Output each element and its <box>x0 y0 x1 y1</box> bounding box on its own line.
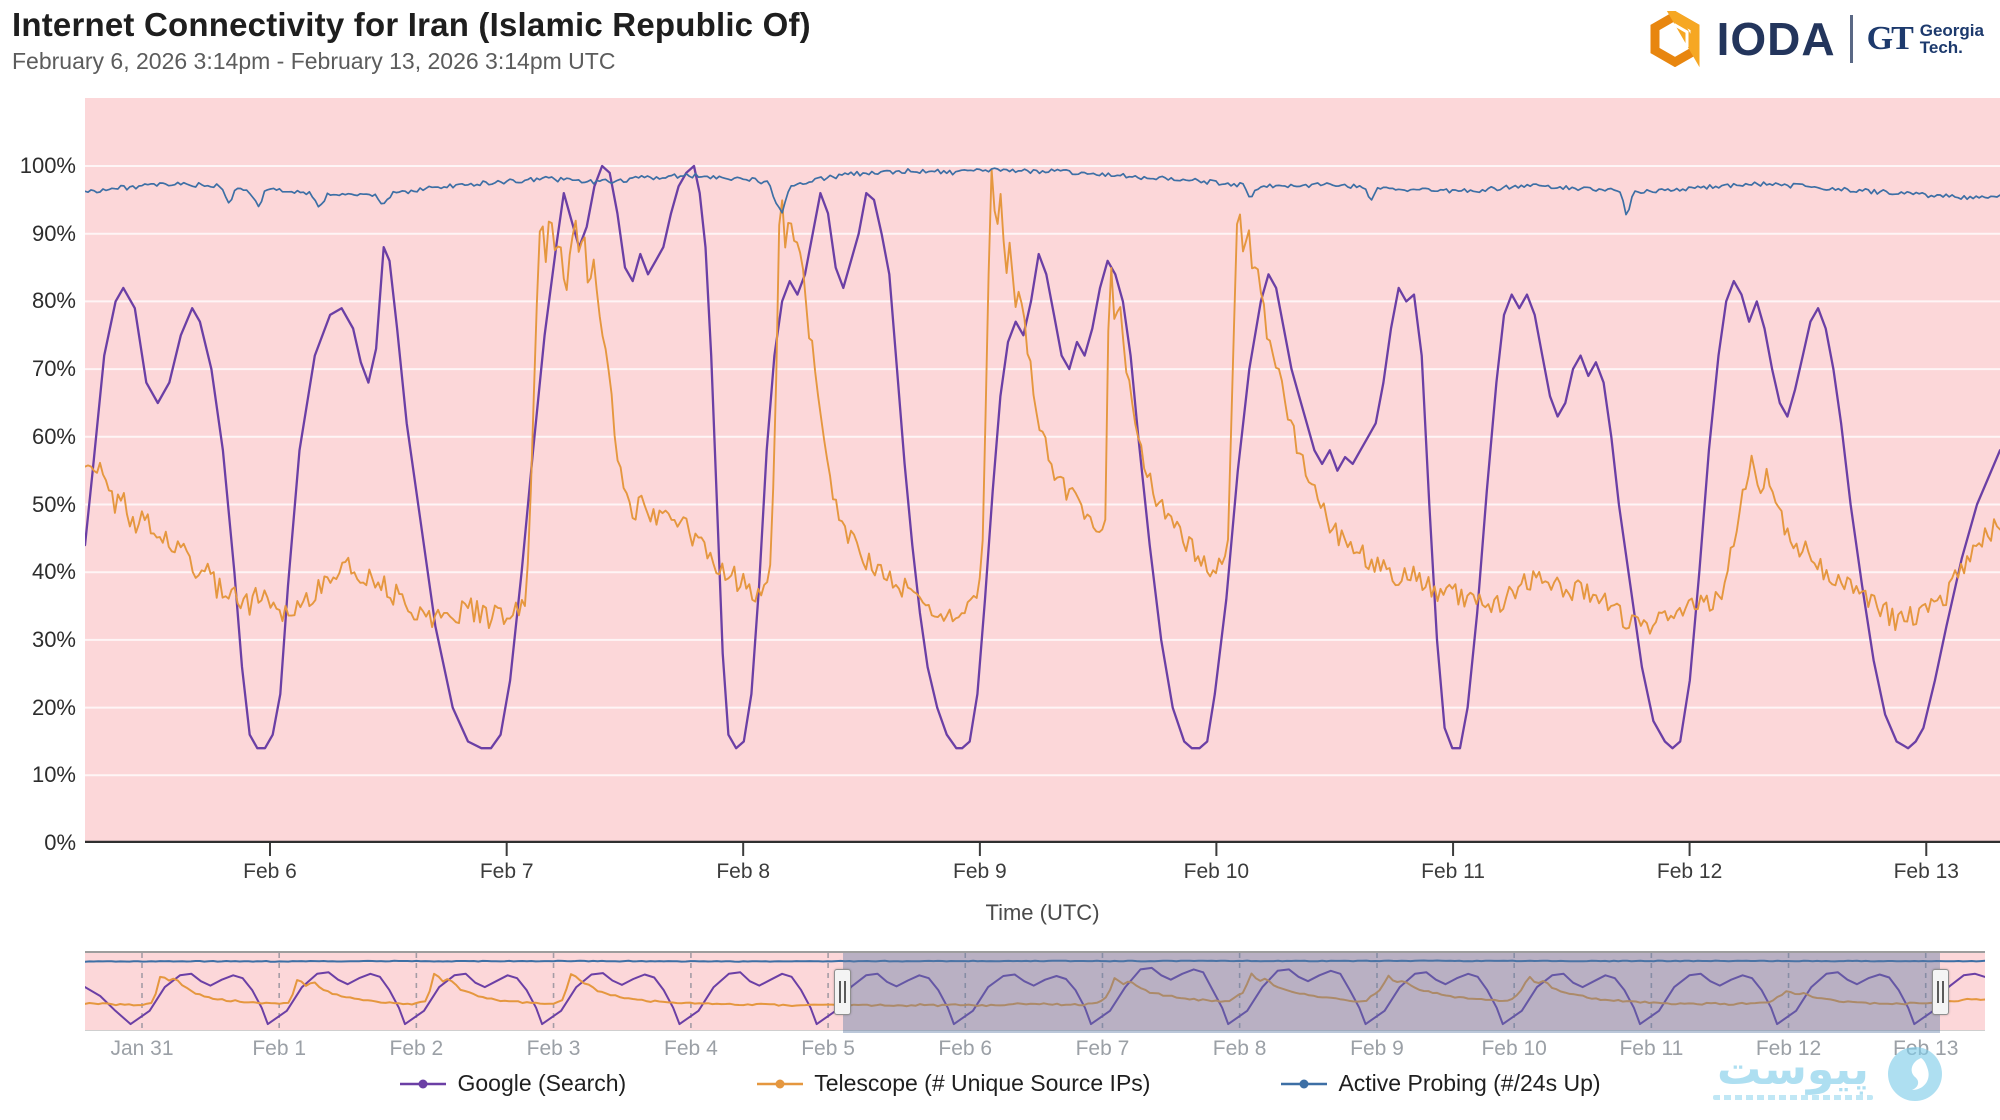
watermark-text: پیوست <box>1717 1044 1869 1095</box>
y-tick-label: 80% <box>31 288 76 314</box>
minimap-tick-label: Feb 7 <box>1075 1037 1130 1060</box>
legend-dot-icon <box>418 1079 428 1088</box>
x-tick-label: Feb 8 <box>716 860 771 883</box>
legend-dot-icon <box>1299 1079 1309 1088</box>
page-title: Internet Connectivity for Iran (Islamic … <box>12 6 811 43</box>
minimap-tick-label: Feb 12 <box>1755 1037 1822 1060</box>
main-chart[interactable] <box>85 98 2000 843</box>
legend-item-1[interactable]: Telescope (# Unique Source IPs) <box>756 1070 1150 1097</box>
y-tick-label: 0% <box>44 830 76 855</box>
y-tick-label: 20% <box>31 694 76 720</box>
brush-handle-right[interactable] <box>1931 969 1949 1015</box>
minimap-tick-label: Feb 10 <box>1481 1037 1547 1060</box>
minimap-tick-label: Feb 11 <box>1619 1037 1684 1060</box>
minimap-tick-label: Feb 6 <box>938 1037 993 1060</box>
legend-dot-icon <box>775 1079 785 1088</box>
y-tick-label: 100% <box>19 153 76 178</box>
y-tick-label: 70% <box>31 356 76 382</box>
minimap-tick-label: Feb 2 <box>389 1037 444 1060</box>
gt-org-line1: Georgia <box>1919 20 1984 40</box>
watermark-tagline <box>1713 1095 1873 1100</box>
minimap[interactable] <box>85 951 1985 1033</box>
x-tick-label: Feb 6 <box>243 860 297 883</box>
series-0 <box>85 164 2000 750</box>
legend-marker-icon <box>757 1079 804 1088</box>
x-axis-title: Time (UTC) <box>985 900 1100 925</box>
series-2 <box>85 167 2000 216</box>
legend-item-0[interactable]: Google (Search) <box>399 1070 626 1097</box>
ioda-logo[interactable]: IODA <box>1716 13 1836 65</box>
minimap-tick-label: Feb 1 <box>252 1037 307 1060</box>
legend-marker-icon <box>1281 1079 1328 1088</box>
y-tick-label: 10% <box>31 762 76 788</box>
x-axis <box>268 843 1928 856</box>
y-tick-label: 40% <box>31 559 76 585</box>
legend-label: Telescope (# Unique Source IPs) <box>814 1070 1151 1096</box>
main-chart-canvas[interactable] <box>85 98 2000 843</box>
gt-org-line2: Tech. <box>1919 38 1963 57</box>
georgia-tech-logo: GT Georgia Tech. <box>1867 20 1984 58</box>
legend: Google (Search) Telescope (# Unique Sourc… <box>0 1070 2000 1097</box>
minimap-series-0 <box>85 972 1985 1008</box>
minimap-tick-label: Feb 3 <box>526 1037 581 1060</box>
minimap-tick-label: Feb 9 <box>1350 1037 1404 1060</box>
y-tick-label: 60% <box>31 423 76 449</box>
x-tick-label: Feb 9 <box>953 860 1007 883</box>
series-1 <box>85 168 2000 635</box>
header-logos: IODA GT Georgia Tech. <box>1647 8 1984 70</box>
minimap-series-1 <box>85 959 1985 963</box>
gt-monogram: GT <box>1866 20 1914 57</box>
date-range-subtitle: February 6, 2026 3:14pm - February 13, 2… <box>12 48 616 74</box>
legend-label: Google (Search) <box>457 1070 627 1096</box>
ioda-hexagon-icon <box>1650 11 1700 67</box>
brush-handle-left[interactable] <box>834 969 852 1015</box>
minimap-tick-label: Jan 31 <box>110 1037 174 1060</box>
brush-selection[interactable] <box>834 953 1949 1033</box>
x-tick-label: Feb 7 <box>479 860 534 883</box>
watermark: پیوست <box>1713 1044 1945 1104</box>
minimap-google-line <box>85 966 1985 1026</box>
y-tick-label: 30% <box>31 626 76 652</box>
minimap-tick-label: Feb 8 <box>1212 1037 1267 1060</box>
x-tick-label: Feb 10 <box>1183 860 1250 883</box>
minimap-tick-label: Feb 4 <box>664 1037 718 1060</box>
logo-divider <box>1849 15 1853 63</box>
minimap-tick-label: Feb 5 <box>801 1037 855 1060</box>
watermark-circle-icon <box>1888 1047 1942 1101</box>
legend-label: Active Probing (#/24s Up) <box>1338 1070 1601 1096</box>
y-tick-label: 90% <box>31 220 76 246</box>
y-tick-label: 50% <box>31 491 76 517</box>
minimap-canvas[interactable] <box>85 953 1985 1033</box>
x-tick-label: Feb 13 <box>1893 860 1959 883</box>
legend-item-2[interactable]: Active Probing (#/24s Up) <box>1280 1070 1601 1097</box>
x-tick-label: Feb 11 <box>1421 860 1485 883</box>
x-tick-label: Feb 12 <box>1656 860 1723 883</box>
legend-marker-icon <box>400 1079 447 1088</box>
